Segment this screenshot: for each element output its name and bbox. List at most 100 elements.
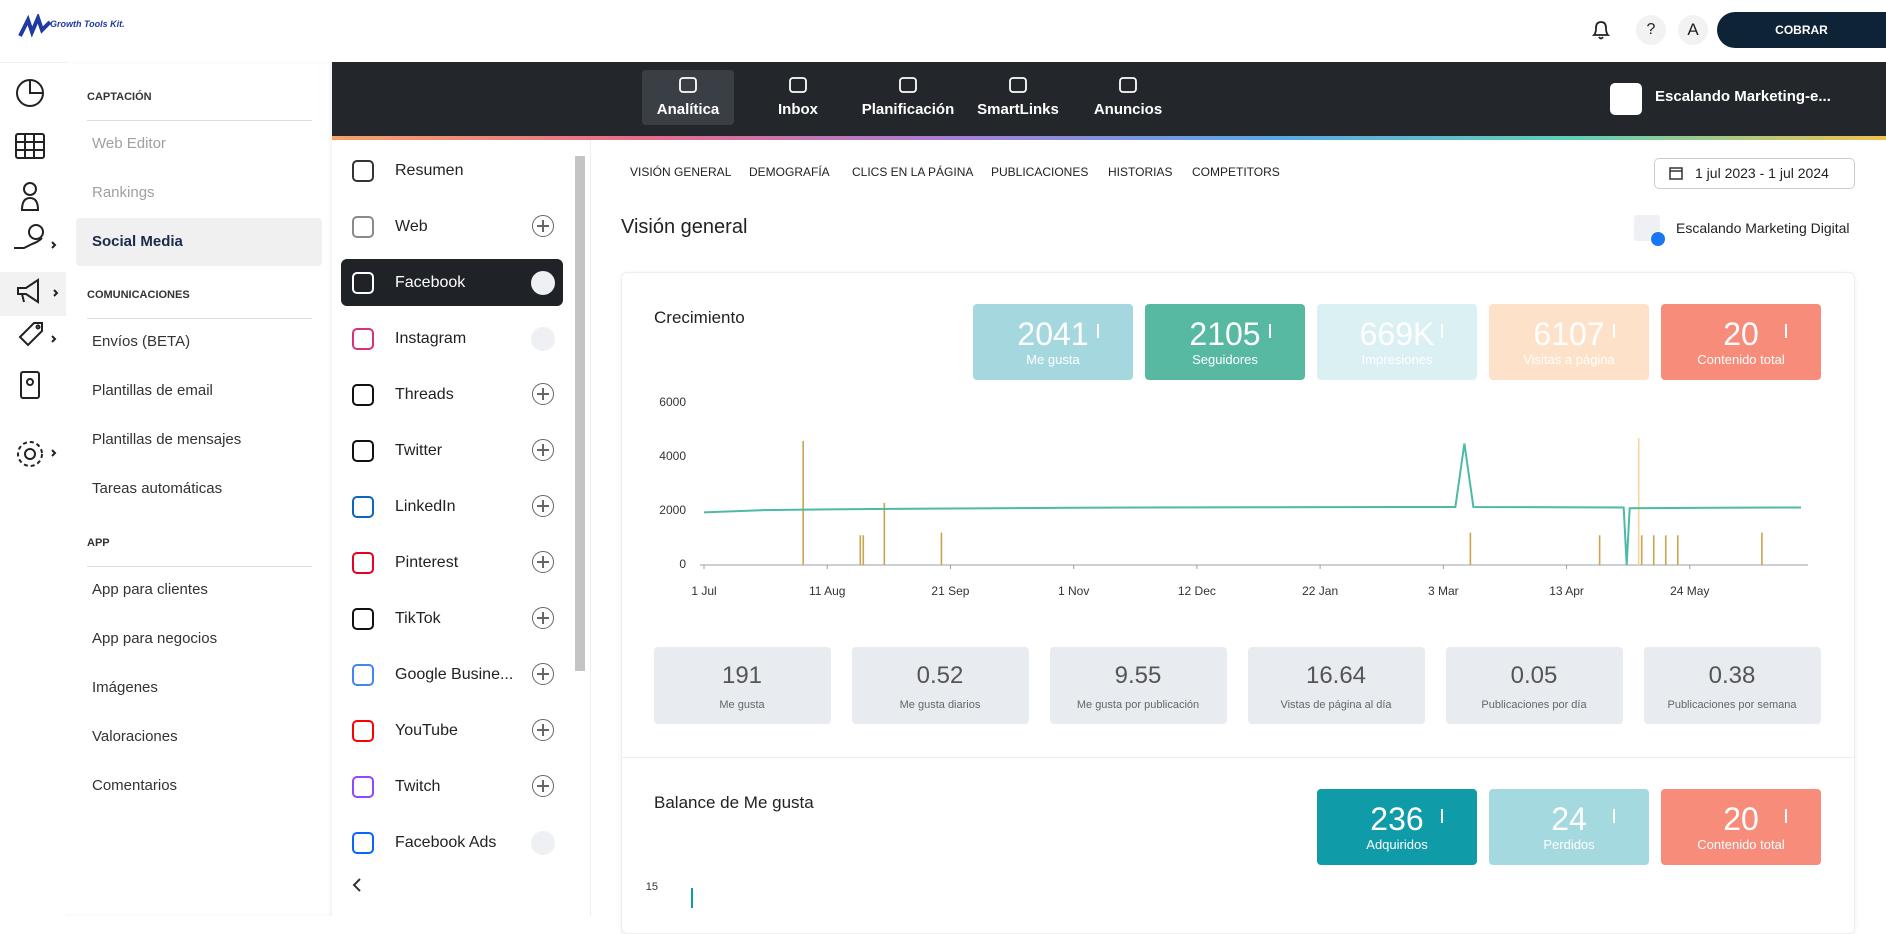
kpi-value: 20 bbox=[1723, 801, 1759, 837]
stat-card: 191 Me gusta bbox=[654, 647, 831, 724]
active-tab bbox=[642, 70, 734, 125]
kpi-arrow bbox=[1441, 809, 1443, 823]
menu-item[interactable]: App para negocios bbox=[92, 630, 218, 647]
kpi-arrow bbox=[1785, 809, 1787, 823]
nav-tab[interactable]: SmartLinks bbox=[977, 101, 1059, 118]
nav-tab[interactable]: Inbox bbox=[778, 101, 818, 118]
network-label[interactable]: Resumen bbox=[395, 162, 464, 179]
add-button[interactable] bbox=[532, 383, 554, 405]
collapse-icon[interactable] bbox=[350, 877, 366, 893]
icon-rail bbox=[0, 62, 68, 916]
brand: Growth Tools Kit. bbox=[50, 19, 125, 29]
divider bbox=[87, 566, 312, 567]
subtab[interactable]: VISIÓN GENERAL bbox=[630, 165, 732, 179]
scrollbar[interactable] bbox=[575, 156, 585, 671]
gradient-strip bbox=[332, 136, 1886, 140]
menu-item[interactable]: Social Media bbox=[92, 233, 183, 250]
network-label[interactable]: Twitter bbox=[395, 442, 443, 459]
avatar[interactable]: A bbox=[1678, 15, 1708, 45]
stat-card: 16.64 Vistas de página al día bbox=[1248, 647, 1425, 724]
add-button[interactable] bbox=[532, 215, 554, 237]
network-icon bbox=[352, 328, 374, 350]
network-label[interactable]: Web bbox=[395, 218, 428, 235]
network-label[interactable]: Facebook bbox=[395, 274, 466, 291]
menu-item[interactable]: Comentarios bbox=[92, 777, 178, 794]
calendar-icon bbox=[1669, 167, 1683, 180]
add-button[interactable] bbox=[532, 607, 554, 629]
network-label[interactable]: Instagram bbox=[395, 330, 467, 347]
stat-card: 9.55 Me gusta por publicación bbox=[1050, 647, 1227, 724]
network-label[interactable]: Facebook Ads bbox=[395, 834, 497, 851]
kpi-card: 24 Perdidos bbox=[1489, 789, 1649, 865]
subtab[interactable]: PUBLICACIONES bbox=[991, 165, 1089, 179]
bar-fragment bbox=[691, 888, 693, 908]
nav-tab[interactable]: Anuncios bbox=[1093, 101, 1163, 118]
menu-item[interactable]: Plantillas de email bbox=[92, 382, 213, 399]
subtab[interactable]: COMPETITORS bbox=[1192, 165, 1280, 179]
main-content: 1 jul 2023 - 1 jul 2024 Visión general E… bbox=[590, 140, 1886, 934]
menu-item[interactable]: Valoraciones bbox=[92, 728, 178, 745]
network-icon bbox=[352, 496, 374, 518]
menu-item[interactable]: Envíos (BETA) bbox=[92, 333, 191, 350]
kpi-label: Visitas a página bbox=[1523, 352, 1615, 367]
network-label[interactable]: Twitch bbox=[395, 778, 441, 795]
add-button[interactable] bbox=[532, 663, 554, 685]
tab-icon bbox=[789, 77, 807, 93]
top-bar: Growth Tools Kit. ? A COBRAR bbox=[0, 0, 1886, 63]
network-label[interactable]: Pinterest bbox=[395, 554, 459, 571]
account-name[interactable]: Escalando Marketing-e... bbox=[1655, 88, 1831, 105]
network-label[interactable]: LinkedIn bbox=[395, 498, 456, 515]
date-range: 1 jul 2023 - 1 jul 2024 bbox=[1695, 165, 1829, 181]
subtab[interactable]: DEMOGRAFÍA bbox=[749, 165, 830, 179]
kpi-label: Contenido total bbox=[1697, 352, 1785, 367]
active-highlight bbox=[76, 218, 322, 266]
stat-label: Publicaciones por semana bbox=[1667, 699, 1797, 711]
kpi-label: Me gusta bbox=[1026, 352, 1080, 367]
stat-label: Vistas de página al día bbox=[1280, 699, 1392, 711]
add-button[interactable] bbox=[532, 719, 554, 741]
network-icon bbox=[352, 664, 374, 686]
tab-icon bbox=[1119, 77, 1137, 93]
bell-icon[interactable] bbox=[1590, 18, 1612, 42]
kpi-value: 236 bbox=[1370, 801, 1424, 837]
nav-tab[interactable]: Planificación bbox=[861, 101, 955, 118]
stat-value: 191 bbox=[721, 662, 763, 689]
network-icon bbox=[352, 608, 374, 630]
menu-item[interactable]: Plantillas de mensajes bbox=[92, 431, 242, 448]
divider bbox=[87, 120, 312, 121]
y-tick-label: 15 bbox=[645, 881, 658, 893]
network-label[interactable]: YouTube bbox=[395, 722, 458, 739]
section-title: Crecimiento bbox=[654, 308, 745, 327]
help-button[interactable]: ? bbox=[1636, 15, 1666, 45]
kpi-arrow bbox=[1785, 324, 1787, 338]
menu-item[interactable]: Tareas automáticas bbox=[92, 480, 223, 497]
account-logo bbox=[1610, 83, 1642, 115]
add-button[interactable] bbox=[532, 775, 554, 797]
subtab[interactable]: HISTORIAS bbox=[1108, 165, 1173, 179]
stat-label: Me gusta diarios bbox=[899, 699, 981, 711]
module-nav: Escalando Marketing-e... Analítica Inbox P… bbox=[332, 62, 1886, 136]
network-label[interactable]: Google Busine... bbox=[395, 666, 514, 683]
nav-tab[interactable]: Analítica bbox=[656, 101, 720, 118]
profile-name: Escalando Marketing Digital bbox=[1676, 220, 1850, 236]
menu-item[interactable]: Imágenes bbox=[92, 679, 158, 696]
stat-value: 16.64 bbox=[1305, 662, 1367, 689]
kpi-label: Perdidos bbox=[1543, 837, 1595, 852]
cta-button[interactable]: COBRAR bbox=[1717, 12, 1886, 48]
kpi-value: 24 bbox=[1551, 801, 1587, 837]
add-button[interactable] bbox=[532, 495, 554, 517]
add-button[interactable] bbox=[532, 551, 554, 573]
divider bbox=[622, 757, 1854, 758]
network-label[interactable]: TikTok bbox=[395, 610, 441, 627]
network-label[interactable]: Threads bbox=[395, 386, 454, 403]
menu-item[interactable]: App para clientes bbox=[92, 581, 208, 598]
subtab[interactable]: CLICS EN LA PÁGINA bbox=[852, 165, 974, 179]
kpi-arrow bbox=[1613, 809, 1615, 823]
add-button[interactable] bbox=[532, 439, 554, 461]
date-picker[interactable]: 1 jul 2023 - 1 jul 2024 bbox=[1654, 158, 1855, 189]
rail-icons bbox=[0, 79, 66, 467]
tab-icon bbox=[679, 77, 697, 93]
page-title: Visión general bbox=[621, 216, 748, 238]
facebook-badge bbox=[1650, 231, 1666, 247]
